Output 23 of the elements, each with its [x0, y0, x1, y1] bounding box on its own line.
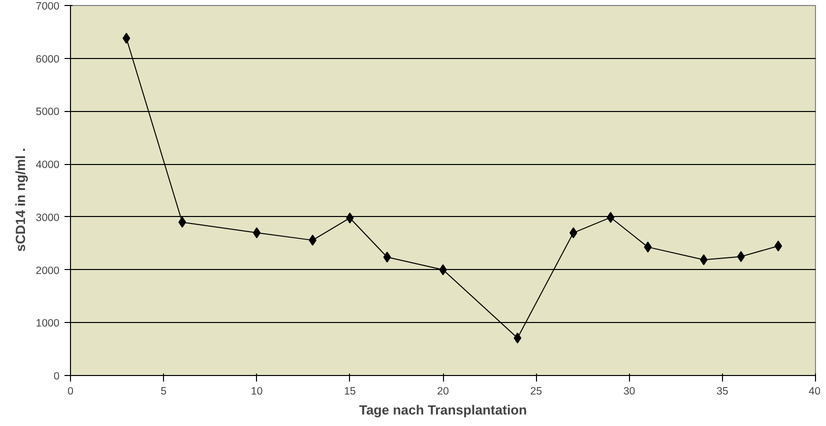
- point: [178, 216, 186, 228]
- x-tick-label: 30: [623, 386, 636, 398]
- x-tick-label: 40: [808, 386, 821, 398]
- x-tick-label: 15: [344, 386, 356, 398]
- x-tick-label: 10: [250, 386, 263, 398]
- point: [700, 254, 708, 266]
- y-tick-label: 3000: [36, 212, 60, 224]
- y-axis-title: sCD14 in ng/ml .: [12, 148, 28, 252]
- y-tick-label: 7000: [36, 0, 60, 12]
- y-tick-label: 4000: [36, 159, 60, 172]
- y-tick-label: 5000: [36, 106, 60, 118]
- y-tick-label: 2000: [36, 264, 60, 277]
- x-tick-label: 5: [160, 386, 167, 398]
- x-axis-title: Tage nach Transplantation: [359, 402, 527, 418]
- x-tick-label: 20: [437, 386, 449, 398]
- point: [252, 227, 261, 238]
- y-tick-label: 0: [54, 370, 60, 382]
- y-tick-label: 6000: [36, 53, 60, 66]
- x-tick-label: 25: [530, 386, 542, 398]
- x-tick-label: 0: [68, 386, 74, 398]
- y-tick-label: 1000: [36, 318, 60, 330]
- point: [774, 240, 782, 252]
- x-tick-label: 35: [716, 386, 728, 398]
